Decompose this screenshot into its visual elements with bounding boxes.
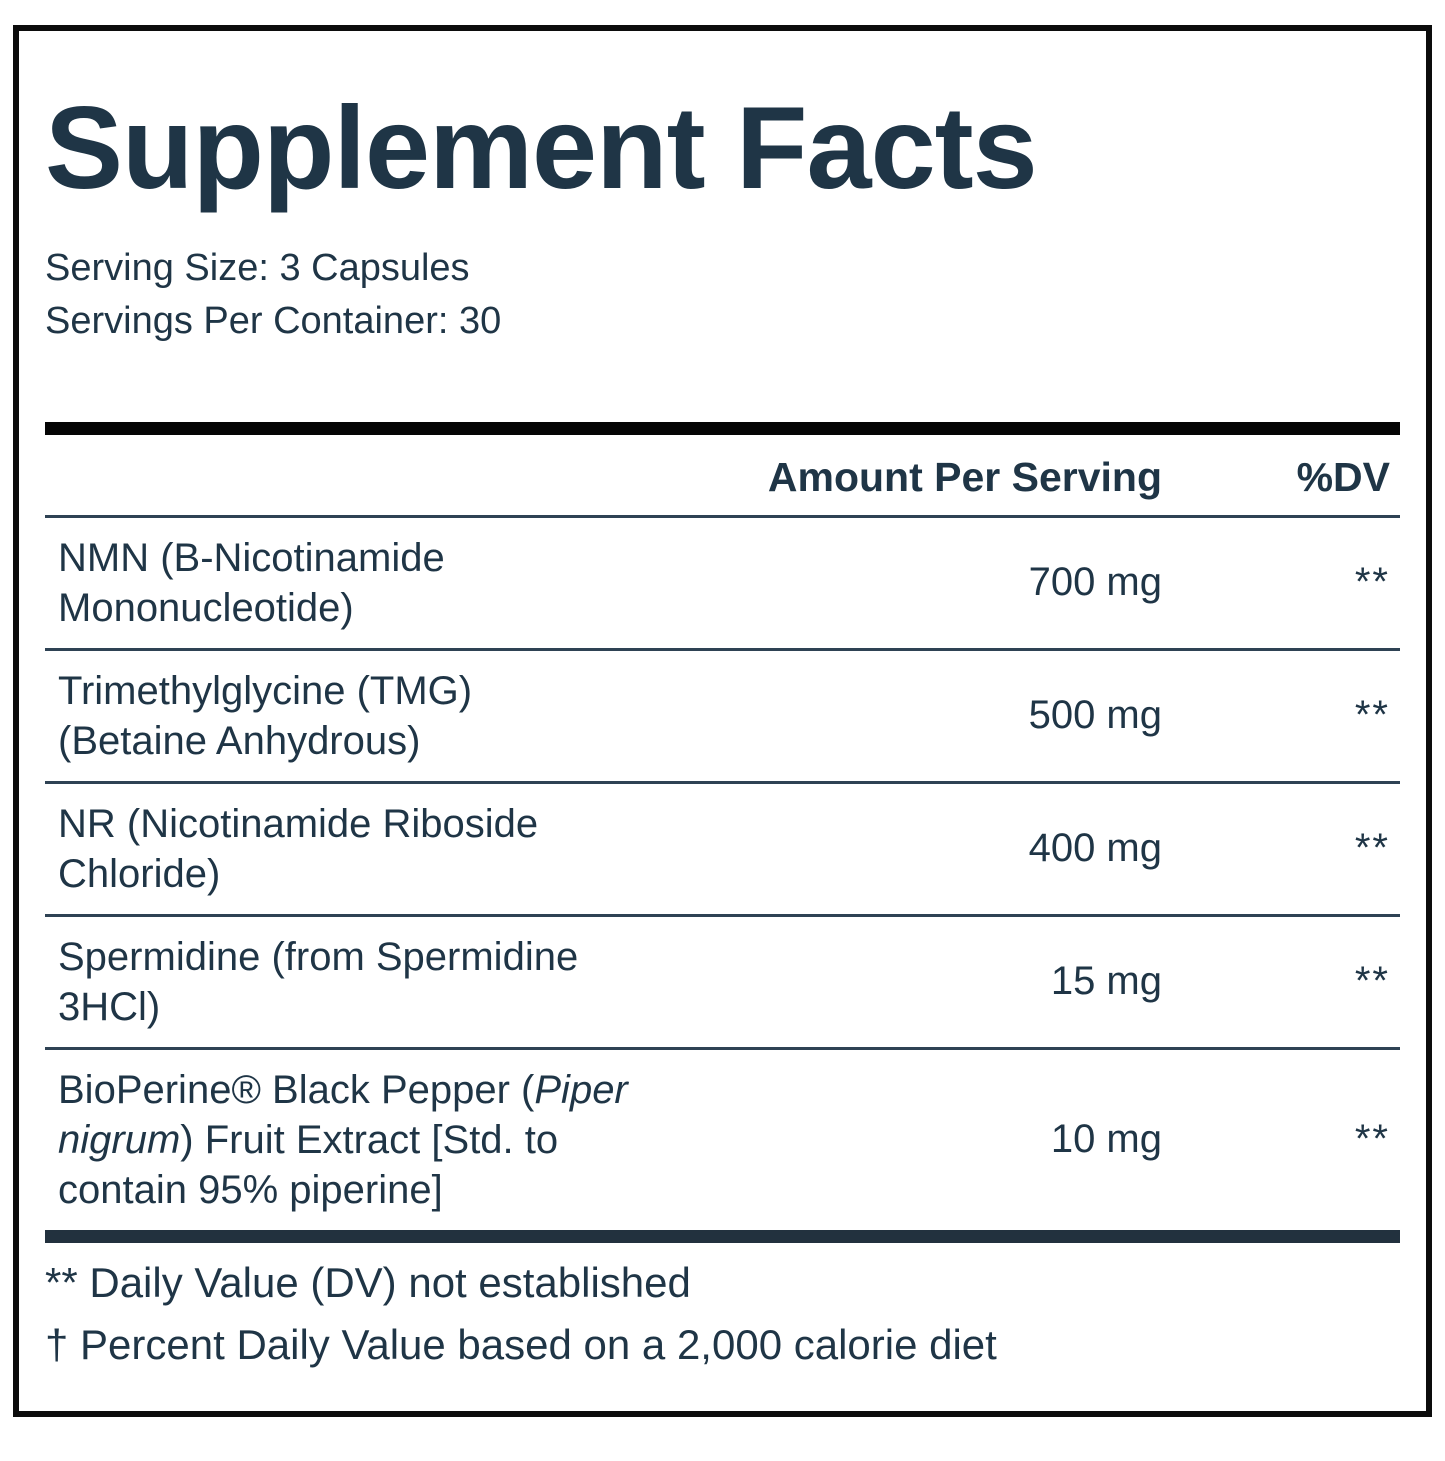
- serving-size: Serving Size: 3 Capsules: [45, 246, 470, 289]
- name-segment: Trimethylglycine (TMG): [58, 668, 473, 713]
- dv-value: **: [1354, 1117, 1390, 1162]
- row-separator: [45, 647, 1400, 651]
- ingredient-name-line: Mononucleotide): [58, 583, 842, 633]
- serving-info: Serving Size: 3 Capsules Servings Per Co…: [45, 242, 1400, 348]
- ingredient-name-line: NR (Nicotinamide Riboside: [58, 799, 842, 849]
- table-top-bar: [45, 421, 1400, 435]
- dv-value: **: [1354, 959, 1390, 1004]
- ingredient-name: Spermidine (from Spermidine 3HCl): [45, 932, 842, 1032]
- amount-per-serving-header: Amount Per Serving: [767, 453, 1162, 500]
- amount-value: 500 mg: [1028, 693, 1162, 738]
- column-header-row: Amount Per Serving %DV: [45, 435, 1400, 515]
- name-segment: NMN (B-Nicotinamide: [58, 535, 445, 580]
- page-title: Supplement Facts: [45, 82, 1038, 213]
- table-bottom-bar: [45, 1229, 1400, 1243]
- ingredient-name-line: contain 95% piperine]: [58, 1165, 842, 1215]
- table-row: NMN (B-Nicotinamide Mononucleotide) 700 mg…: [45, 518, 1400, 648]
- name-segment: Mononucleotide): [58, 585, 354, 630]
- footnotes: ** Daily Value (DV) not established † Pe…: [45, 1252, 1400, 1376]
- name-segment: (Betaine Anhydrous): [58, 718, 421, 763]
- dv-value: **: [1354, 560, 1390, 605]
- table-row: Trimethylglycine (TMG) (Betaine Anhydrous…: [45, 651, 1400, 781]
- latin-name-segment: nigrum: [58, 1117, 181, 1162]
- table-row: Spermidine (from Spermidine 3HCl) 15 mg **: [45, 917, 1400, 1047]
- row-separator: [45, 1046, 1400, 1050]
- ingredient-name-line: Chloride): [58, 849, 842, 899]
- ingredient-rows: NMN (B-Nicotinamide Mononucleotide) 700 mg…: [45, 518, 1400, 1230]
- ingredient-name-line: BioPerine® Black Pepper (Piper: [58, 1065, 842, 1115]
- amount-value: 10 mg: [1050, 1117, 1162, 1162]
- name-segment: BioPerine® Black Pepper (: [58, 1067, 535, 1112]
- ingredient-name: NR (Nicotinamide Riboside Chloride): [45, 799, 842, 899]
- dv-value: **: [1354, 826, 1390, 871]
- table-row: NR (Nicotinamide Riboside Chloride) 400 mg…: [45, 784, 1400, 914]
- percent-dv-header: %DV: [1296, 453, 1390, 500]
- dv-value: **: [1354, 693, 1390, 738]
- ingredient-name-line: 3HCl): [58, 982, 842, 1032]
- ingredient-name: Trimethylglycine (TMG) (Betaine Anhydrous…: [45, 666, 842, 766]
- ingredient-name-line: nigrum) Fruit Extract [Std. to: [58, 1115, 842, 1165]
- table-row: BioPerine® Black Pepper (Piper nigrum) Fr…: [45, 1050, 1400, 1230]
- ingredient-name: BioPerine® Black Pepper (Piper nigrum) Fr…: [45, 1065, 842, 1215]
- ingredient-name-line: Spermidine (from Spermidine: [58, 932, 842, 982]
- ingredient-name-line: NMN (B-Nicotinamide: [58, 533, 842, 583]
- amount-value: 400 mg: [1028, 826, 1162, 871]
- facts-table: Amount Per Serving %DV NMN (B-Nicotinami…: [45, 421, 1400, 1243]
- name-segment: Spermidine (from Spermidine: [58, 934, 579, 979]
- name-segment: Chloride): [58, 851, 221, 896]
- header-separator: [45, 514, 1400, 518]
- latin-name-segment: Piper: [534, 1067, 628, 1112]
- amount-value: 700 mg: [1028, 560, 1162, 605]
- panel-content: Supplement Facts Serving Size: 3 Capsule…: [19, 81, 1426, 1461]
- row-separator: [45, 780, 1400, 784]
- footnote-dv-not-established: ** Daily Value (DV) not established: [45, 1258, 691, 1306]
- name-segment: NR (Nicotinamide Riboside: [58, 801, 539, 846]
- ingredient-name: NMN (B-Nicotinamide Mononucleotide): [45, 533, 842, 633]
- ingredient-name-line: Trimethylglycine (TMG): [58, 666, 842, 716]
- row-separator: [45, 913, 1400, 917]
- supplement-facts-panel: Supplement Facts Serving Size: 3 Capsule…: [13, 25, 1432, 1417]
- footnote-percent-daily-value: † Percent Daily Value based on a 2,000 c…: [45, 1320, 997, 1368]
- servings-per-container: Servings Per Container: 30: [45, 299, 502, 342]
- amount-value: 15 mg: [1050, 959, 1162, 1004]
- name-segment: ) Fruit Extract [Std. to: [180, 1117, 559, 1162]
- ingredient-name-line: (Betaine Anhydrous): [58, 716, 842, 766]
- name-segment: 3HCl): [58, 984, 161, 1029]
- name-segment: contain 95% piperine]: [58, 1167, 443, 1212]
